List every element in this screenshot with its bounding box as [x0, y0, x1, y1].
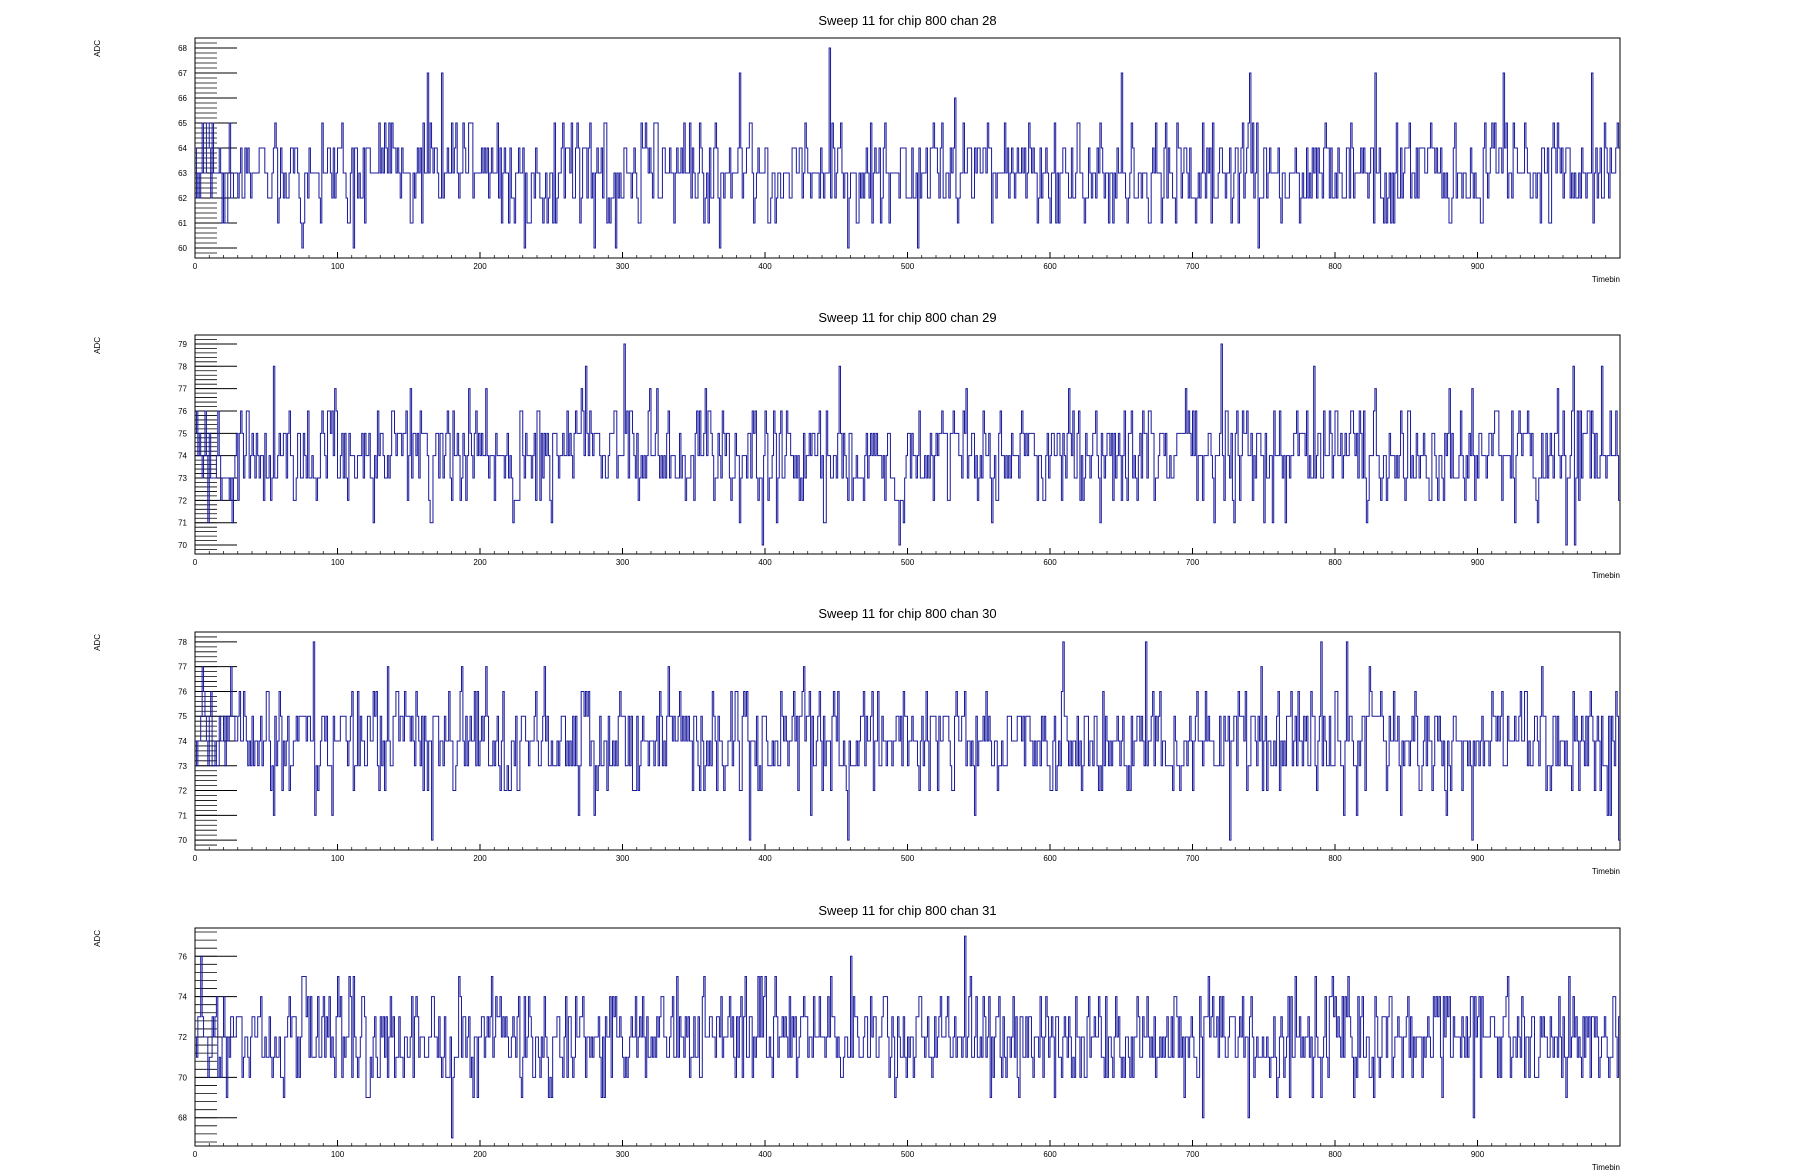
y-axis-label: ADC: [93, 337, 102, 354]
y-tick-label: 66: [178, 94, 187, 103]
x-tick-label: 800: [1328, 854, 1342, 863]
x-tick-label: 200: [473, 1150, 487, 1159]
x-tick-label: 700: [1186, 1150, 1200, 1159]
x-tick-label: 300: [616, 854, 630, 863]
x-tick-label: 900: [1471, 262, 1485, 271]
x-tick-label: 800: [1328, 558, 1342, 567]
chart-title: Sweep 11 for chip 800 chan 29: [818, 310, 996, 325]
x-tick-label: 400: [758, 854, 772, 863]
y-tick-label: 76: [178, 687, 187, 696]
x-tick-label: 100: [331, 262, 345, 271]
x-tick-label: 500: [901, 854, 915, 863]
x-tick-label: 900: [1471, 854, 1485, 863]
y-tick-label: 60: [178, 244, 187, 253]
y-tick-label: 76: [178, 952, 187, 961]
y-tick-label: 76: [178, 407, 187, 416]
y-tick-label: 61: [178, 219, 187, 228]
x-tick-label: 600: [1043, 854, 1057, 863]
chart-panel-1: Sweep 11 for chip 800 chan 29 70 71 72 73 74 7…: [93, 310, 1621, 580]
y-tick-label: 71: [178, 519, 187, 528]
chart-title: Sweep 11 for chip 800 chan 30: [818, 606, 996, 621]
chart-panel-3: Sweep 11 for chip 800 chan 31 68 70 72 74 76 0…: [93, 903, 1621, 1172]
y-tick-label: 73: [178, 762, 187, 771]
x-tick-label: 900: [1471, 1150, 1485, 1159]
adc-series-line: [195, 343, 1620, 546]
x-tick-label: 300: [616, 262, 630, 271]
y-tick-label: 78: [178, 638, 187, 647]
adc-series-line: [195, 641, 1620, 841]
y-tick-label: 70: [178, 836, 187, 845]
y-tick-label: 67: [178, 69, 187, 78]
x-tick-label: 0: [193, 558, 198, 567]
x-tick-label: 0: [193, 262, 198, 271]
x-tick-label: 500: [901, 1150, 915, 1159]
chart-panel-0: Sweep 11 for chip 800 chan 28 60 61 62 63 64 6…: [93, 13, 1621, 284]
y-tick-label: 64: [178, 144, 187, 153]
y-tick-label: 75: [178, 429, 187, 438]
x-axis-label: Timebin: [1592, 571, 1620, 580]
x-tick-label: 500: [901, 262, 915, 271]
y-tick-label: 72: [178, 1033, 187, 1042]
x-tick-label: 400: [758, 558, 772, 567]
x-axis-label: Timebin: [1592, 1163, 1620, 1172]
x-tick-label: 300: [616, 1150, 630, 1159]
chart-panel-2: Sweep 11 for chip 800 chan 30 70 71 72 73 74 7…: [93, 606, 1621, 876]
x-tick-label: 400: [758, 262, 772, 271]
y-tick-label: 79: [178, 340, 187, 349]
y-tick-label: 70: [178, 1073, 187, 1082]
x-tick-label: 100: [331, 854, 345, 863]
y-tick-label: 77: [178, 385, 187, 394]
x-tick-label: 100: [331, 558, 345, 567]
y-tick-label: 71: [178, 811, 187, 820]
x-tick-label: 700: [1186, 854, 1200, 863]
y-tick-label: 72: [178, 787, 187, 796]
x-tick-label: 600: [1043, 1150, 1057, 1159]
x-tick-label: 900: [1471, 558, 1485, 567]
y-axis-label: ADC: [93, 40, 102, 57]
x-tick-label: 200: [473, 262, 487, 271]
y-tick-label: 68: [178, 44, 187, 53]
adc-series-line: [195, 935, 1620, 1139]
y-tick-label: 68: [178, 1114, 187, 1123]
x-tick-label: 500: [901, 558, 915, 567]
x-tick-label: 400: [758, 1150, 772, 1159]
x-tick-label: 0: [193, 1150, 198, 1159]
x-tick-label: 0: [193, 854, 198, 863]
y-tick-label: 74: [178, 993, 187, 1002]
y-axis-label: ADC: [93, 930, 102, 947]
adc-series-line: [195, 47, 1620, 249]
x-tick-label: 800: [1328, 262, 1342, 271]
y-tick-label: 75: [178, 712, 187, 721]
x-tick-label: 600: [1043, 558, 1057, 567]
x-tick-label: 300: [616, 558, 630, 567]
chart-title: Sweep 11 for chip 800 chan 28: [818, 13, 996, 28]
y-tick-label: 70: [178, 541, 187, 550]
x-tick-label: 700: [1186, 558, 1200, 567]
y-tick-label: 74: [178, 737, 187, 746]
y-axis-label: ADC: [93, 634, 102, 651]
x-tick-label: 200: [473, 558, 487, 567]
x-axis-label: Timebin: [1592, 867, 1620, 876]
y-tick-label: 63: [178, 169, 187, 178]
x-axis-label: Timebin: [1592, 275, 1620, 284]
y-tick-label: 74: [178, 452, 187, 461]
x-tick-label: 600: [1043, 262, 1057, 271]
y-tick-label: 72: [178, 496, 187, 505]
y-tick-label: 73: [178, 474, 187, 483]
x-tick-label: 700: [1186, 262, 1200, 271]
x-tick-label: 800: [1328, 1150, 1342, 1159]
x-tick-label: 200: [473, 854, 487, 863]
y-tick-label: 62: [178, 194, 187, 203]
y-tick-label: 65: [178, 119, 187, 128]
chart-title: Sweep 11 for chip 800 chan 31: [818, 903, 996, 918]
y-tick-label: 78: [178, 362, 187, 371]
y-tick-label: 77: [178, 663, 187, 672]
x-tick-label: 100: [331, 1150, 345, 1159]
